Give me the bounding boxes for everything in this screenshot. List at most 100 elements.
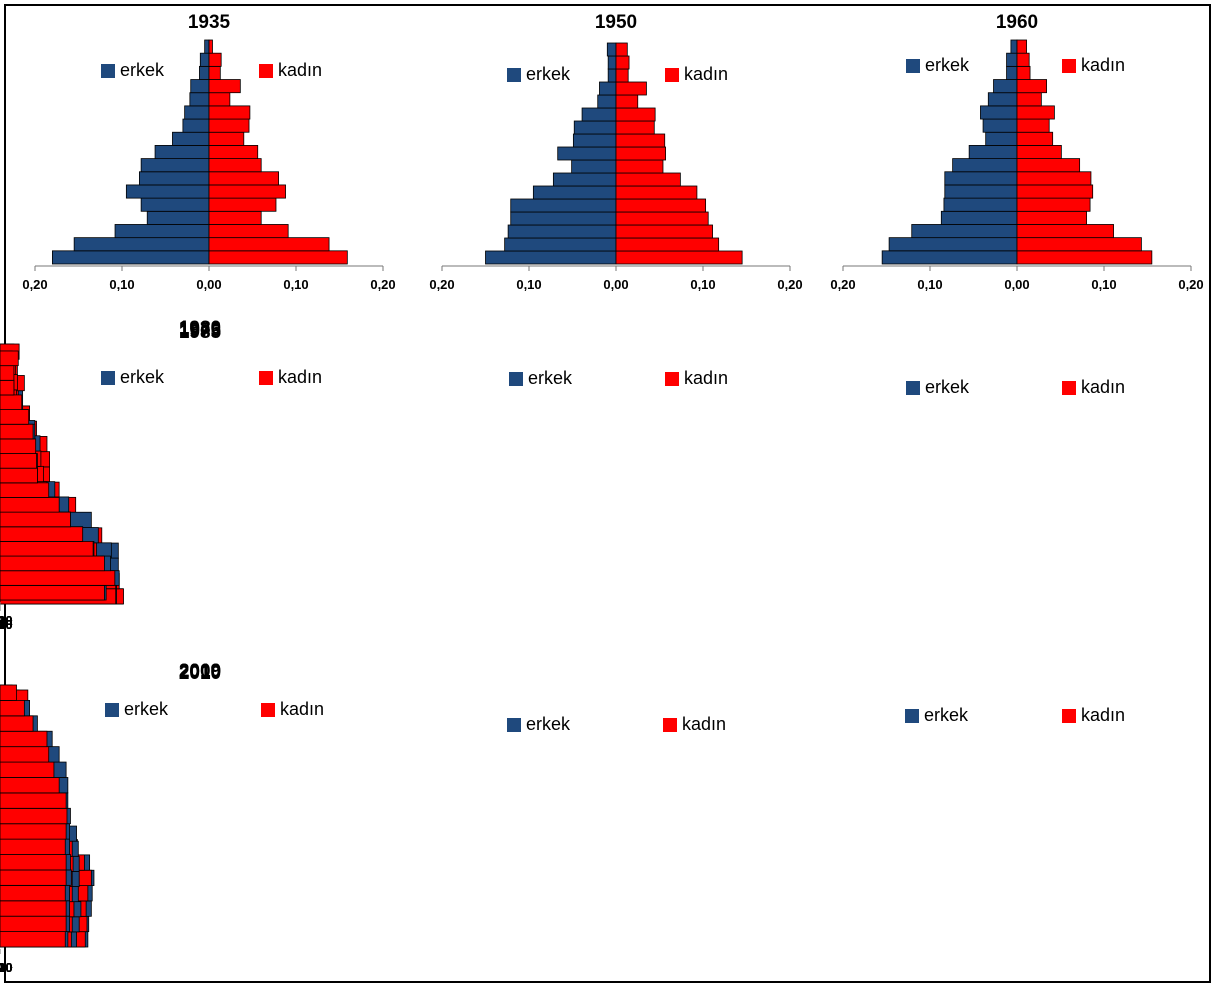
bar-kadin xyxy=(208,52,222,67)
x-tick-label: 0,10 xyxy=(109,277,134,292)
bar-kadin xyxy=(208,145,259,159)
bar-kadin xyxy=(615,237,720,252)
legend-label: kadın xyxy=(684,64,729,84)
legend-label: erkek xyxy=(526,714,571,734)
bar-kadin xyxy=(0,496,54,513)
bar-erkek xyxy=(0,527,99,544)
bar-erkek xyxy=(0,588,124,605)
legend-kadin: kadın xyxy=(663,714,726,735)
bar-erkek xyxy=(0,450,40,467)
bar-erkek xyxy=(943,197,1018,212)
bar-kadin xyxy=(0,438,37,454)
bar-kadin xyxy=(0,584,105,601)
bar-erkek xyxy=(944,171,1018,186)
bar-erkek xyxy=(980,105,1018,120)
bar-kadin xyxy=(0,869,67,886)
bar-kadin xyxy=(0,420,27,437)
bar-kadin xyxy=(0,915,88,933)
bar-erkek xyxy=(0,467,38,484)
legend-kadin: kadın xyxy=(259,367,322,388)
bar-kadin xyxy=(0,840,73,857)
bar-kadin xyxy=(0,689,29,706)
bar-kadin xyxy=(1016,184,1094,199)
bar-erkek xyxy=(0,719,23,736)
legend-label: kadın xyxy=(1081,377,1126,397)
bar-erkek xyxy=(189,92,210,107)
bar-erkek xyxy=(599,81,617,96)
bar-erkek xyxy=(0,869,95,886)
legend-label: erkek xyxy=(120,367,165,387)
bar-kadin xyxy=(0,573,117,590)
legend-label: erkek xyxy=(124,699,169,719)
bar-kadin xyxy=(208,197,277,212)
x-tick-label: 0,00 xyxy=(0,613,13,628)
legend-swatch xyxy=(259,63,273,78)
bar-erkek xyxy=(993,79,1018,94)
x-tick-label: 0,10 xyxy=(690,277,715,292)
chart-title: 2000 xyxy=(178,661,222,682)
bar-kadin xyxy=(208,39,213,54)
legend-swatch xyxy=(261,702,275,717)
bar-erkek xyxy=(0,481,52,498)
bar-kadin xyxy=(0,374,18,391)
legend-label: kadın xyxy=(1081,55,1126,75)
bar-erkek xyxy=(606,42,617,57)
bar-kadin xyxy=(0,886,73,903)
bar-erkek xyxy=(0,573,117,590)
bar-erkek xyxy=(52,250,210,265)
bar-kadin xyxy=(208,184,286,199)
bar-erkek xyxy=(572,133,617,148)
bar-kadin xyxy=(0,761,55,778)
bar-kadin xyxy=(0,465,44,483)
x-tick-label: 0,10 xyxy=(0,960,13,975)
bar-erkek xyxy=(0,374,15,391)
bar-kadin xyxy=(615,159,664,174)
bar-erkek xyxy=(0,746,60,763)
bar-erkek xyxy=(0,466,45,483)
bar-kadin xyxy=(0,588,124,605)
bar-kadin xyxy=(615,224,713,239)
bar-erkek xyxy=(0,792,69,809)
bar-kadin xyxy=(1016,158,1081,173)
bar-erkek xyxy=(138,171,210,186)
bar-kadin xyxy=(0,541,94,557)
bar-erkek xyxy=(0,436,45,453)
bar-kadin xyxy=(0,436,48,453)
chart-title: 1960 xyxy=(995,12,1039,33)
bar-kadin xyxy=(1016,65,1031,80)
bar-kadin xyxy=(0,435,36,452)
bar-kadin xyxy=(615,146,666,161)
bar-erkek xyxy=(0,762,37,779)
bar-kadin xyxy=(0,777,60,794)
legend-swatch xyxy=(507,717,521,732)
bar-erkek xyxy=(0,420,36,437)
bar-kadin xyxy=(0,871,73,887)
bar-kadin xyxy=(0,795,60,812)
bar-kadin xyxy=(0,685,11,702)
bar-erkek xyxy=(0,423,36,440)
bar-kadin xyxy=(615,68,629,83)
x-tick-label: 0,10 xyxy=(0,613,13,628)
x-tick-label: 0,10 xyxy=(283,277,308,292)
legend-kadin: kadın xyxy=(1062,705,1125,726)
bar-erkek xyxy=(0,884,70,902)
bar-kadin xyxy=(0,704,18,721)
bar-kadin xyxy=(0,684,17,701)
x-tick-label: 0,00 xyxy=(0,960,13,975)
x-tick-label: 0,20 xyxy=(0,960,13,975)
bar-erkek xyxy=(190,79,210,94)
x-tick-label: 0,10 xyxy=(0,617,13,632)
bar-kadin xyxy=(1016,105,1055,120)
bar-kadin xyxy=(0,467,38,484)
bar-kadin xyxy=(0,555,105,572)
bar-erkek xyxy=(0,527,95,544)
legend-erkek: erkek xyxy=(101,60,164,81)
chart-title: 1980 xyxy=(178,318,222,339)
bar-kadin xyxy=(0,481,60,498)
bar-erkek xyxy=(0,365,13,381)
